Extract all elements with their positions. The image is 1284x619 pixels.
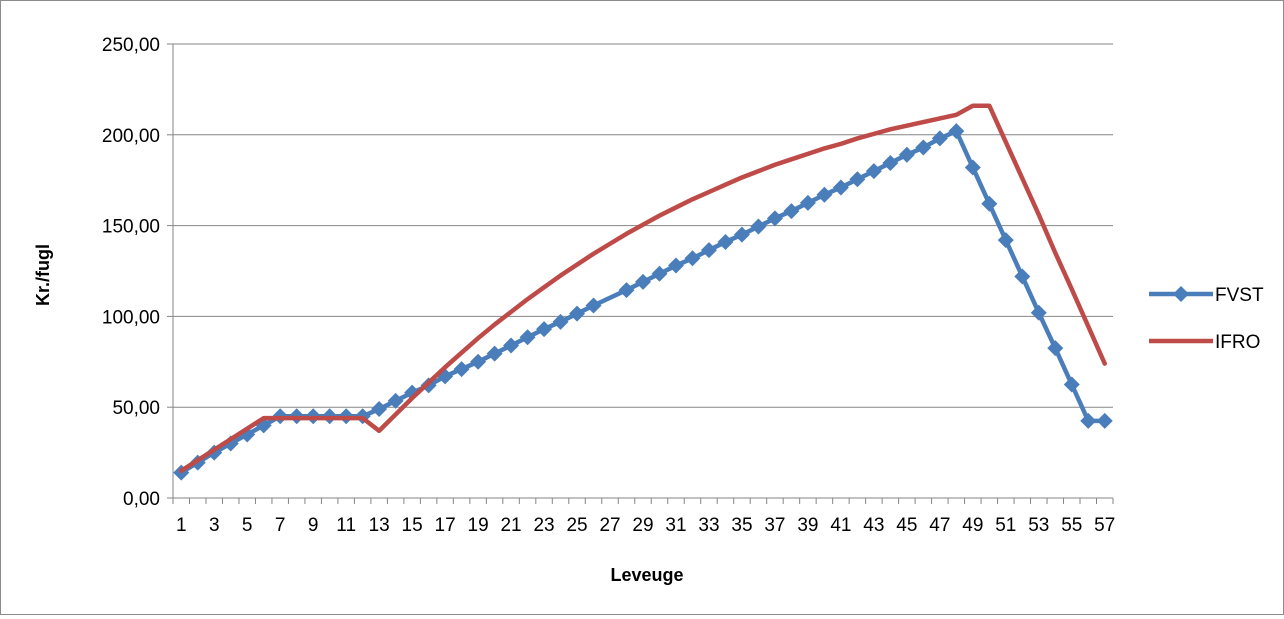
data-point-fvst: [1063, 376, 1080, 393]
data-point-fvst: [750, 218, 767, 235]
x-tick-label: 51: [995, 515, 1016, 536]
y-tick-label: 100,00: [102, 307, 160, 328]
data-point-fvst: [371, 401, 388, 418]
x-tick-label: 23: [533, 515, 554, 536]
axes: [167, 43, 1114, 504]
x-tick-label: 21: [500, 515, 521, 536]
x-tick-label: 45: [896, 515, 917, 536]
data-point-fvst: [519, 329, 536, 346]
data-point-fvst: [849, 171, 866, 188]
y-tick-label: 0,00: [123, 489, 160, 510]
x-tick-label: 13: [369, 515, 390, 536]
data-point-fvst: [832, 179, 849, 196]
data-point-fvst: [882, 154, 899, 171]
x-tick-label: 35: [731, 515, 752, 536]
legend-marker-fvst: [1173, 286, 1189, 302]
data-point-fvst: [486, 345, 503, 362]
x-tick-label: 29: [632, 515, 653, 536]
data-point-fvst: [948, 123, 965, 140]
data-point-fvst: [470, 353, 487, 370]
x-tick-label: 43: [863, 515, 884, 536]
x-tick-label: 3: [209, 515, 220, 536]
x-tick-label: 57: [1094, 515, 1115, 536]
data-point-fvst: [667, 257, 684, 274]
data-point-fvst: [766, 210, 783, 227]
data-point-fvst: [569, 305, 586, 322]
legend-label-fvst: FVST: [1215, 285, 1264, 306]
data-point-fvst: [503, 337, 520, 354]
data-point-fvst: [799, 194, 816, 211]
series-layer: [173, 103, 1113, 481]
data-point-fvst: [1096, 412, 1113, 429]
data-point-fvst: [552, 313, 569, 330]
data-point-fvst: [635, 273, 651, 290]
x-tick-label: 25: [566, 515, 587, 536]
x-tick-label: 1: [176, 515, 187, 536]
data-point-fvst: [997, 232, 1014, 249]
x-tick-label: 37: [764, 515, 785, 536]
x-tick-label: 55: [1061, 515, 1082, 536]
data-point-fvst: [1047, 340, 1064, 357]
data-point-fvst: [1014, 268, 1031, 285]
legend: FVST IFRO: [1149, 285, 1264, 353]
y-tick-label: 200,00: [102, 126, 160, 147]
data-point-fvst: [651, 265, 668, 282]
data-point-fvst: [865, 163, 882, 180]
x-tick-label: 33: [698, 515, 719, 536]
x-tick-label: 49: [962, 515, 983, 536]
data-point-fvst: [931, 130, 948, 147]
x-tick-label: 31: [665, 515, 686, 536]
x-tick-label: 17: [435, 515, 456, 536]
x-tick-label: 5: [242, 515, 253, 536]
x-tick-label: 15: [402, 515, 423, 536]
data-point-fvst: [915, 139, 932, 156]
series-line-fvst: [179, 128, 1107, 475]
y-tick-label: 150,00: [102, 217, 160, 238]
x-tick-label: 11: [336, 515, 356, 536]
x-tick-label: 39: [797, 515, 818, 536]
y-tick-label: 50,00: [112, 398, 160, 419]
data-point-fvst: [964, 159, 981, 176]
series-line-ifro: [179, 103, 1107, 474]
x-axis-title: Leveuge: [610, 565, 683, 585]
y-tick-label: 250,00: [102, 35, 160, 56]
x-tick-label: 7: [275, 515, 286, 536]
data-point-fvst: [453, 361, 470, 378]
data-point-fvst: [783, 203, 800, 220]
x-tick-label: 9: [308, 515, 319, 536]
x-tick-label: 47: [929, 515, 950, 536]
data-point-fvst: [1080, 412, 1097, 429]
data-point-fvst: [733, 226, 750, 243]
legend-label-ifro: IFRO: [1215, 332, 1260, 353]
x-tick-label: 19: [468, 515, 489, 536]
x-tick-label: 41: [830, 515, 851, 536]
data-point-fvst: [1030, 304, 1047, 321]
data-point-fvst: [585, 297, 602, 314]
data-point-fvst: [618, 282, 635, 299]
data-point-fvst: [536, 321, 553, 338]
data-point-fvst: [387, 392, 404, 409]
data-point-fvst: [816, 186, 833, 203]
x-tick-label: 53: [1028, 515, 1049, 536]
x-tick-label: 27: [599, 515, 620, 536]
y-axis-title: Kr./fugl: [33, 244, 53, 306]
data-point-fvst: [700, 242, 717, 259]
data-point-fvst: [981, 195, 998, 212]
data-point-fvst: [898, 146, 915, 163]
data-point-fvst: [684, 250, 701, 267]
data-point-fvst: [717, 233, 734, 250]
